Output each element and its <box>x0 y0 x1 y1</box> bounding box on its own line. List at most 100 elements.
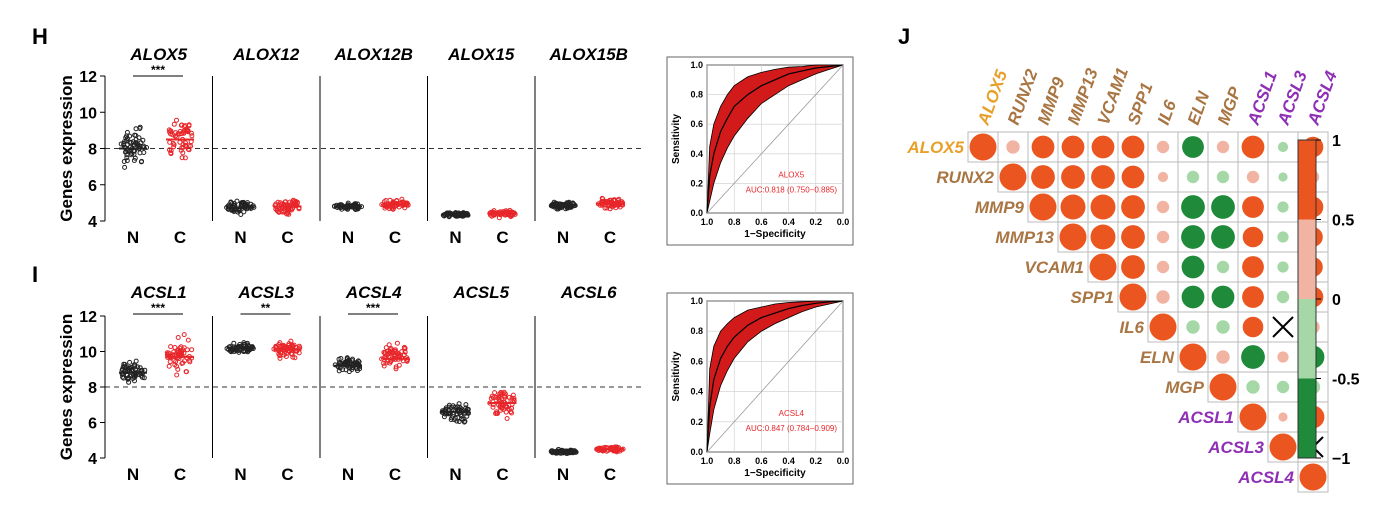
correlation-circle <box>999 163 1027 191</box>
data-point <box>124 133 129 139</box>
roc-y-tick: 0.2 <box>690 417 703 427</box>
data-point <box>121 159 127 164</box>
data-point <box>401 352 407 358</box>
data-point <box>171 349 177 355</box>
data-point <box>181 130 187 136</box>
x-tick-label: N <box>127 465 139 484</box>
gene-title: ALOX12B <box>334 45 413 64</box>
roc-auc-label: AUC:0.847 (0.784−0.909) <box>746 424 838 433</box>
data-point <box>129 151 135 157</box>
roc-curve <box>706 64 844 214</box>
roc-y-tick: 0.8 <box>690 90 703 100</box>
data-point <box>296 343 302 349</box>
gene-title: ACSL3 <box>237 283 294 302</box>
roc-y-tick: 0.0 <box>690 208 703 218</box>
data-point <box>121 141 127 146</box>
row-label: MMP9 <box>975 198 1025 217</box>
data-point <box>509 395 515 401</box>
x-tick-label: C <box>281 465 293 484</box>
data-point <box>186 143 192 149</box>
correlation-circle <box>1031 135 1055 159</box>
data-point <box>488 395 494 401</box>
colorbar-segment <box>1298 299 1316 379</box>
correlation-circle <box>1091 165 1115 189</box>
y-axis-label: Genes expression <box>57 314 76 460</box>
data-point <box>282 199 288 205</box>
data-point <box>238 200 244 206</box>
data-point <box>284 211 290 217</box>
data-point <box>458 416 464 422</box>
data-point <box>180 144 186 150</box>
data-point <box>180 347 186 353</box>
data-point <box>124 158 130 164</box>
row-label: ACSL4 <box>1237 468 1294 487</box>
data-point <box>171 121 177 127</box>
panel-label-h: H <box>32 24 48 49</box>
data-point <box>459 413 465 419</box>
colorbar-segment <box>1298 378 1316 458</box>
data-point <box>504 416 510 421</box>
gene-title: ACSL1 <box>130 283 187 302</box>
correlation-circle <box>1242 256 1264 278</box>
roc-y-tick: 0.6 <box>690 119 703 129</box>
x-tick-label: N <box>449 228 461 247</box>
row-label: IL6 <box>1119 318 1144 337</box>
data-point <box>292 355 298 361</box>
roc-x-label: 1−Specificity <box>744 229 806 240</box>
roc-y-tick: 0.8 <box>690 326 703 336</box>
correlation-circle <box>969 133 997 161</box>
correlation-circle <box>1156 290 1170 304</box>
x-tick-label: C <box>496 228 508 247</box>
data-point <box>172 345 178 350</box>
colorbar-tick-label: 1 <box>1332 133 1341 150</box>
x-tick-label: C <box>389 465 401 484</box>
roc-y-label: Sensitivity <box>671 351 682 401</box>
roc-y-tick: 0.2 <box>690 178 703 188</box>
correlation-circle <box>1216 350 1230 364</box>
x-tick-label: N <box>449 465 461 484</box>
correlation-circle <box>1119 283 1147 311</box>
data-point <box>283 354 289 359</box>
data-point <box>276 209 282 215</box>
insignificant-mark <box>1272 316 1294 338</box>
correlation-circle <box>1276 380 1290 394</box>
data-point <box>135 364 141 370</box>
data-point <box>139 158 145 164</box>
data-point <box>173 133 178 139</box>
x-tick-label: N <box>557 228 569 247</box>
correlation-circle <box>1211 285 1235 309</box>
x-tick-label: C <box>389 228 401 247</box>
data-point <box>126 365 132 371</box>
correlation-circle <box>1121 165 1145 189</box>
correlation-circle <box>1242 226 1264 248</box>
roc-y-tick: 0.6 <box>690 356 703 366</box>
data-point <box>166 363 172 369</box>
correlation-circle <box>1121 225 1145 249</box>
roc-x-tick: 0.2 <box>810 456 823 466</box>
data-point <box>492 390 498 396</box>
correlation-circle <box>1269 433 1297 461</box>
correlation-circle <box>1211 195 1235 219</box>
gene-title: ALOX5 <box>129 45 187 64</box>
y-tick-label: 8 <box>88 380 97 397</box>
correlation-circle <box>1181 285 1205 309</box>
x-tick-label: N <box>557 465 569 484</box>
data-point <box>179 361 185 366</box>
y-tick-label: 10 <box>79 345 97 362</box>
data-point <box>285 342 291 348</box>
data-point <box>347 358 352 364</box>
data-point <box>555 206 561 212</box>
data-point <box>189 347 195 353</box>
correlation-circle <box>1059 223 1087 251</box>
x-tick-label: N <box>342 228 354 247</box>
correlation-circle <box>1089 253 1117 281</box>
correlation-circle <box>1156 140 1170 154</box>
data-point <box>464 413 470 419</box>
significance-label: *** <box>151 63 165 77</box>
data-point <box>234 198 240 204</box>
data-point <box>126 379 132 385</box>
gene-title: ACSL5 <box>452 283 509 302</box>
correlation-circle <box>1278 172 1288 182</box>
data-point <box>600 196 606 202</box>
